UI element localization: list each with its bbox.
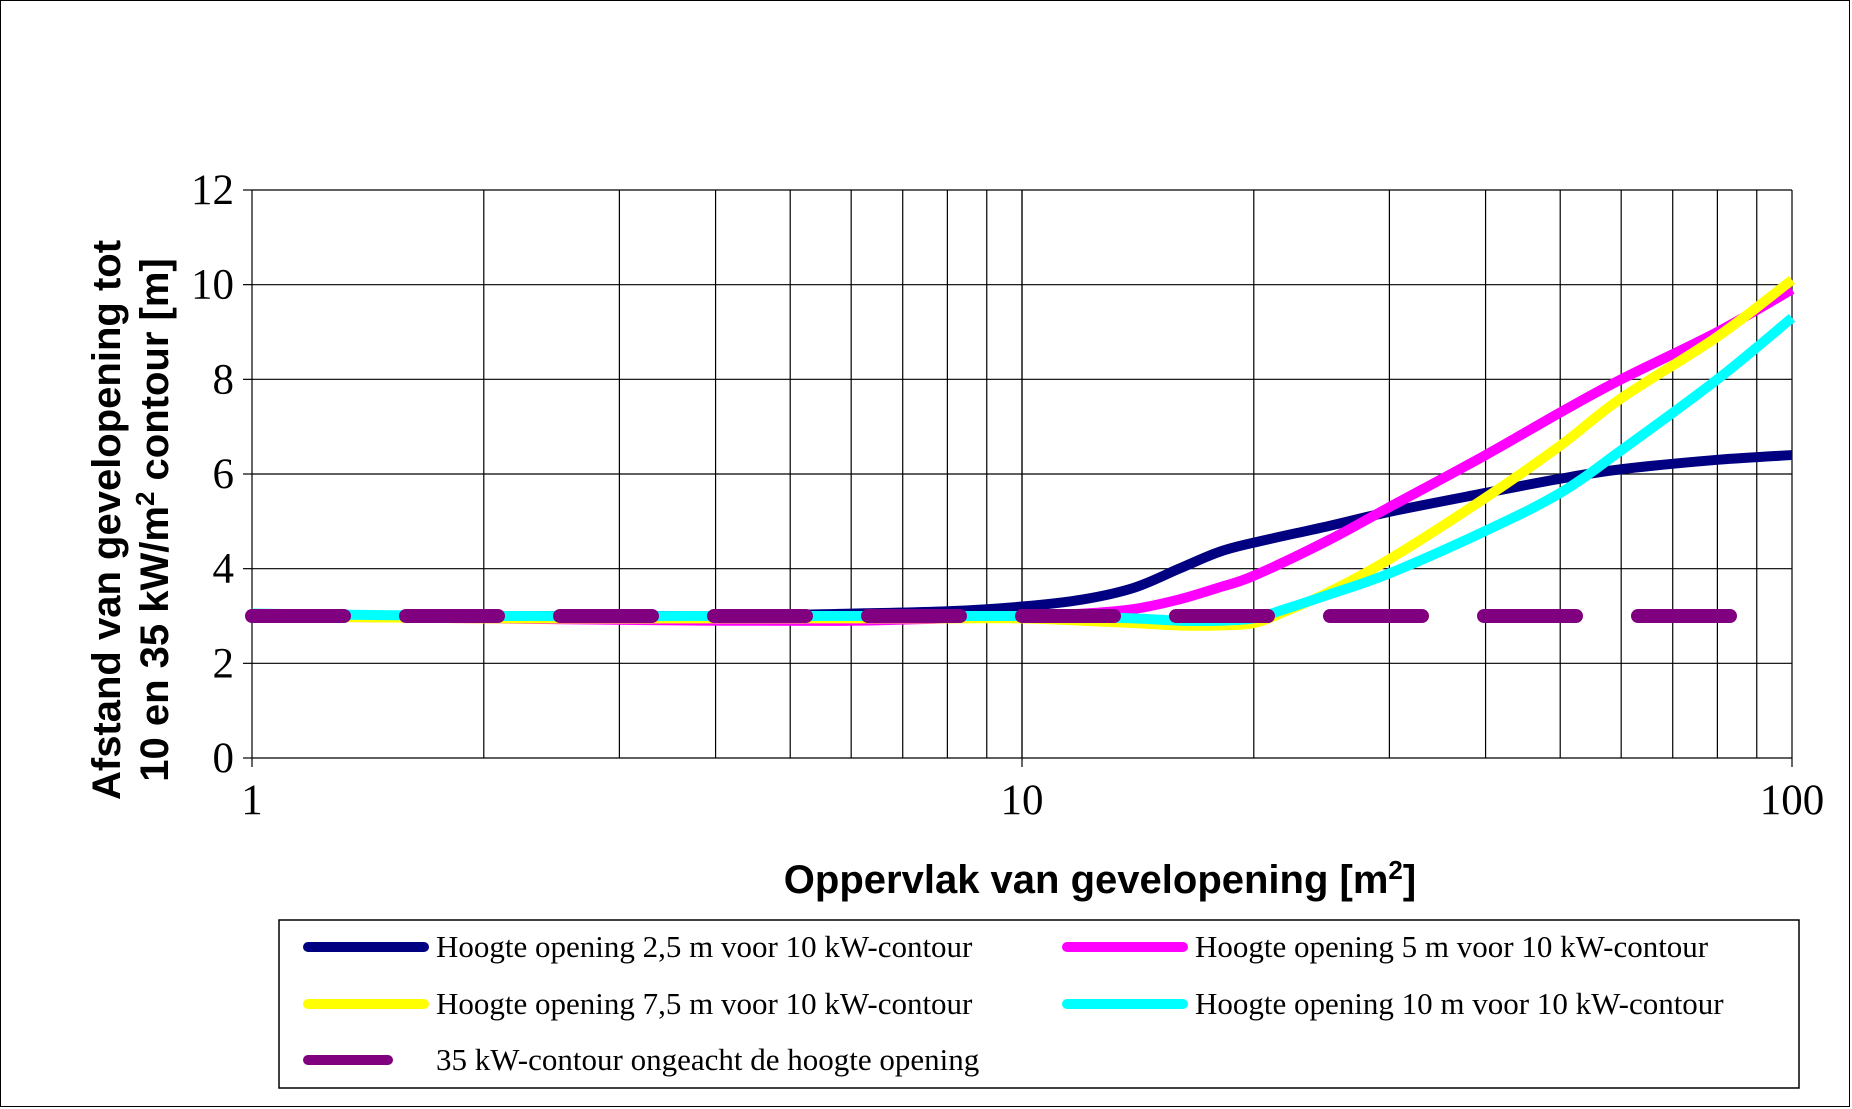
series-lines: [245, 275, 1796, 631]
tick-labels: 0 2 4 6 8 10 12 1 10 100: [191, 167, 1824, 824]
y-axis-title-line2: 10 en 35 kW/m2 contour [m]: [130, 258, 177, 781]
y-tick-label: 6: [213, 451, 235, 498]
grid-lines: [243, 189, 1793, 767]
legend-label-2: Hoogte opening 5 m voor 10 kW-contour: [1195, 929, 1709, 964]
legend-label-5: 35 kW-contour ongeacht de hoogte opening: [436, 1042, 979, 1077]
y-tick-label: 8: [213, 356, 235, 403]
x-tick-label: 100: [1760, 777, 1825, 824]
y-tick-label: 12: [191, 167, 234, 214]
x-tick-label: 1: [241, 777, 263, 824]
y-tick-label: 10: [191, 262, 234, 309]
y-axis-title-line1: Afstand van gevelopening tot: [85, 240, 129, 800]
legend-label-4: Hoogte opening 10 m voor 10 kW-contour: [1195, 986, 1724, 1021]
y-tick-label: 4: [213, 546, 235, 593]
legend-box: [278, 919, 1800, 1089]
legend: Hoogte opening 2,5 m voor 10 kW-contour H…: [278, 919, 1800, 1089]
x-axis-title: Oppervlak van gevelopening [m2]: [784, 855, 1416, 902]
x-tick-label: 10: [1001, 777, 1044, 824]
y-tick-label: 2: [213, 640, 235, 687]
legend-label-3: Hoogte opening 7,5 m voor 10 kW-contour: [436, 986, 973, 1021]
y-axis-title: Afstand van gevelopening tot 10 en 35 kW…: [85, 240, 177, 800]
y-tick-label: 0: [213, 735, 235, 782]
legend-label-1: Hoogte opening 2,5 m voor 10 kW-contour: [436, 929, 973, 964]
